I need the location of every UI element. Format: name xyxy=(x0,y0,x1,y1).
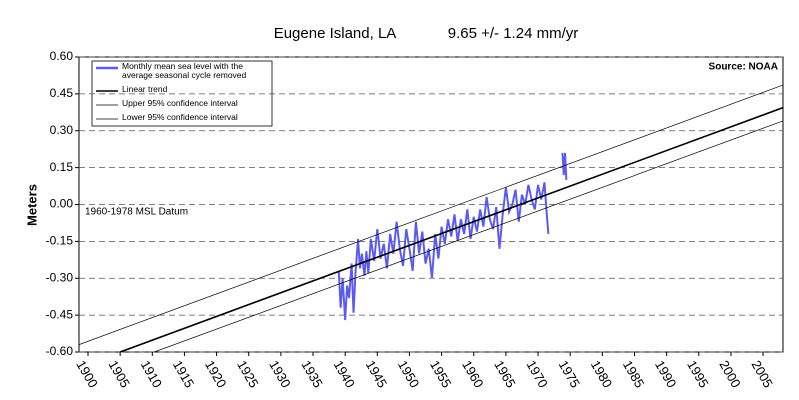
series-group xyxy=(79,84,783,352)
x-tick-label: 1955 xyxy=(427,358,454,391)
x-tick-label: 1900 xyxy=(73,358,100,391)
legend-label: Linear trend xyxy=(122,85,168,94)
x-tick-label: 1925 xyxy=(234,358,261,391)
x-tick-label: 1985 xyxy=(620,358,647,391)
x-tick-label: 1910 xyxy=(138,358,165,391)
x-tick-label: 2000 xyxy=(716,358,743,391)
y-tick-label: 0.30 xyxy=(50,123,74,137)
legend-label-box: Upper 95% confidence interval xyxy=(122,99,238,108)
x-tick-label: 1945 xyxy=(363,358,390,391)
y-tick-label: 0.60 xyxy=(50,49,74,63)
x-tick-label: 1935 xyxy=(298,358,325,391)
y-tick-label: -0.30 xyxy=(46,270,74,284)
legend-label: Lower 95% confidence interval xyxy=(122,113,238,122)
source-note: Source: NOAA xyxy=(709,62,778,73)
x-tick-label: 1905 xyxy=(106,358,133,391)
x-tick-label: 1930 xyxy=(266,358,293,391)
y-tick-label: 0.45 xyxy=(50,86,74,100)
x-tick-label: 2005 xyxy=(748,358,775,391)
x-tick-label: 1960 xyxy=(459,358,486,391)
series-line xyxy=(337,152,568,321)
y-tick-label: 0.00 xyxy=(50,197,74,211)
x-tick-label: 1980 xyxy=(588,358,615,391)
x-tick-label: 1950 xyxy=(395,358,422,391)
x-tick-label: 1990 xyxy=(652,358,679,391)
legend-label-box: Monthly mean sea level with the average … xyxy=(122,62,247,80)
y-tick-label: -0.60 xyxy=(46,344,74,358)
y-axis-label: Meters xyxy=(24,184,39,226)
x-tick-label: 1940 xyxy=(331,358,358,391)
series-line xyxy=(119,106,783,352)
x-tick-label: 1965 xyxy=(491,358,518,391)
legend-label: Upper 95% confidence interval xyxy=(122,99,238,108)
legend-label: Monthly mean sea level with the average … xyxy=(122,62,247,80)
chart-subtitle: 9.65 +/- 1.24 mm/yr xyxy=(448,25,578,42)
x-tick-label: 1920 xyxy=(202,358,229,391)
y-tick-label: -0.45 xyxy=(46,307,74,321)
series-line xyxy=(79,84,783,345)
datum-note: 1960-1978 MSL Datum xyxy=(85,207,188,218)
x-tick-label: 1975 xyxy=(556,358,583,391)
legend-label-box: Linear trend xyxy=(122,85,168,94)
y-tick-label: 0.15 xyxy=(50,160,74,174)
legend-label-box: Lower 95% confidence interval xyxy=(122,113,238,122)
x-tick-label: 1995 xyxy=(684,358,711,391)
series-line xyxy=(154,120,783,352)
chart-title: Eugene Island, LA xyxy=(274,25,397,42)
y-tick-label: -0.15 xyxy=(46,234,74,248)
x-tick-label: 1970 xyxy=(523,358,550,391)
x-tick-label: 1915 xyxy=(170,358,197,391)
